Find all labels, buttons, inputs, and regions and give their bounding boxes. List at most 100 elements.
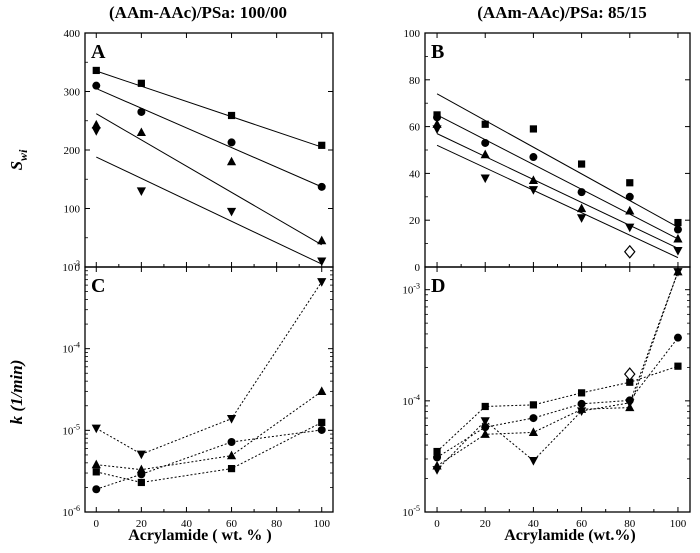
x-tick-label: 80 xyxy=(271,518,283,530)
data-point xyxy=(674,362,682,370)
data-point xyxy=(576,214,587,223)
panel-label: D xyxy=(431,275,445,297)
data-point xyxy=(625,205,635,215)
panel-b: B 0 20 40 60 80 100 xyxy=(404,28,691,274)
data-point xyxy=(626,179,634,187)
series-line xyxy=(96,429,322,490)
data-point xyxy=(480,149,490,159)
title-right: (AAm-AAc)/PSa: 85/15 xyxy=(477,3,647,22)
data-point xyxy=(136,450,146,460)
x-tick-label: 20 xyxy=(480,518,492,530)
data-point xyxy=(227,111,236,120)
y-tick-label: 0 xyxy=(75,262,81,274)
data-point xyxy=(576,203,587,213)
title-left: (AAm-AAc)/PSa: 100/00 xyxy=(109,3,287,22)
x-axis-label-left: Acrylamide ( wt. % ) xyxy=(128,527,272,544)
x-tick-label: 100 xyxy=(313,518,330,530)
plot-frame xyxy=(84,266,334,513)
fit-line xyxy=(436,114,679,240)
plot-frame xyxy=(84,32,334,268)
y-axis-label-swi: Swi xyxy=(7,149,30,170)
data-point xyxy=(317,386,327,395)
y-tick-label: 100 xyxy=(404,28,421,40)
data-point xyxy=(226,207,237,217)
data-point xyxy=(317,278,327,287)
data-point xyxy=(318,418,326,427)
y-axis-label-k: k (1/min) xyxy=(7,360,26,425)
plot-frame xyxy=(424,32,691,268)
data-point xyxy=(92,485,101,494)
data-point xyxy=(137,107,146,116)
data-point xyxy=(137,478,145,487)
data-point xyxy=(480,417,490,426)
series-line xyxy=(96,390,323,471)
series-circle xyxy=(433,333,682,462)
y-tick-label: 10-4 xyxy=(402,393,420,408)
data-point xyxy=(528,457,539,466)
data-point xyxy=(577,399,586,408)
panel-label: A xyxy=(91,41,106,63)
fit-line xyxy=(436,144,679,259)
data-point xyxy=(136,127,146,137)
data-point xyxy=(528,175,539,185)
series-circle xyxy=(433,113,682,240)
x-tick-label: 40 xyxy=(528,518,540,530)
y-tick-label: 10-5 xyxy=(402,504,420,519)
data-point xyxy=(227,138,236,147)
series-open-diamond xyxy=(623,244,636,259)
y-tick-label: 20 xyxy=(409,215,421,227)
y-tick-label: 400 xyxy=(64,28,81,40)
data-point xyxy=(432,466,442,475)
data-point xyxy=(317,182,326,191)
data-point xyxy=(673,247,683,256)
y-tick-label: 10-5 xyxy=(62,422,80,437)
data-point xyxy=(433,113,442,122)
data-point xyxy=(529,125,538,133)
data-point xyxy=(529,401,538,409)
series-line xyxy=(96,281,323,455)
panel-label: C xyxy=(91,275,105,297)
x-tick-label: 80 xyxy=(624,518,636,530)
data-point xyxy=(91,119,101,129)
data-point xyxy=(673,225,682,234)
data-point xyxy=(577,160,586,168)
series-triangle-down xyxy=(432,268,683,475)
data-point xyxy=(481,402,489,411)
y-tick-label: 0 xyxy=(415,262,421,274)
series-line xyxy=(96,421,322,483)
y-tick-label: 40 xyxy=(409,168,421,180)
series-triangle-down xyxy=(91,127,327,267)
data-point xyxy=(529,414,538,423)
data-point xyxy=(481,120,489,128)
data-point xyxy=(625,399,635,408)
data-point xyxy=(673,333,682,342)
data-point xyxy=(136,187,146,196)
series-triangle-down xyxy=(91,278,327,460)
data-point xyxy=(481,138,490,147)
data-point xyxy=(623,367,636,382)
data-point xyxy=(433,447,441,456)
x-tick-label: 60 xyxy=(226,518,238,530)
y-tick-label: 200 xyxy=(64,145,81,157)
series-line xyxy=(436,271,679,467)
y-tick-label: 10-6 xyxy=(62,504,80,519)
series-triangle-down xyxy=(432,125,683,259)
series-line xyxy=(436,271,679,471)
panel-label: B xyxy=(431,41,444,63)
data-point xyxy=(623,244,636,259)
data-point xyxy=(673,268,683,277)
data-point xyxy=(91,459,101,469)
series-square xyxy=(433,362,682,456)
data-point xyxy=(317,257,327,267)
panel-a: A 0 100 200 300 400 xyxy=(64,28,334,274)
y-tick-label: 10-4 xyxy=(62,341,80,356)
data-point xyxy=(577,389,586,397)
fit-line xyxy=(96,70,322,148)
data-point xyxy=(91,127,101,136)
x-tick-label: 0 xyxy=(94,518,100,530)
data-point xyxy=(625,223,635,233)
data-point xyxy=(92,81,101,90)
data-point xyxy=(481,423,490,432)
series-line xyxy=(436,337,679,458)
